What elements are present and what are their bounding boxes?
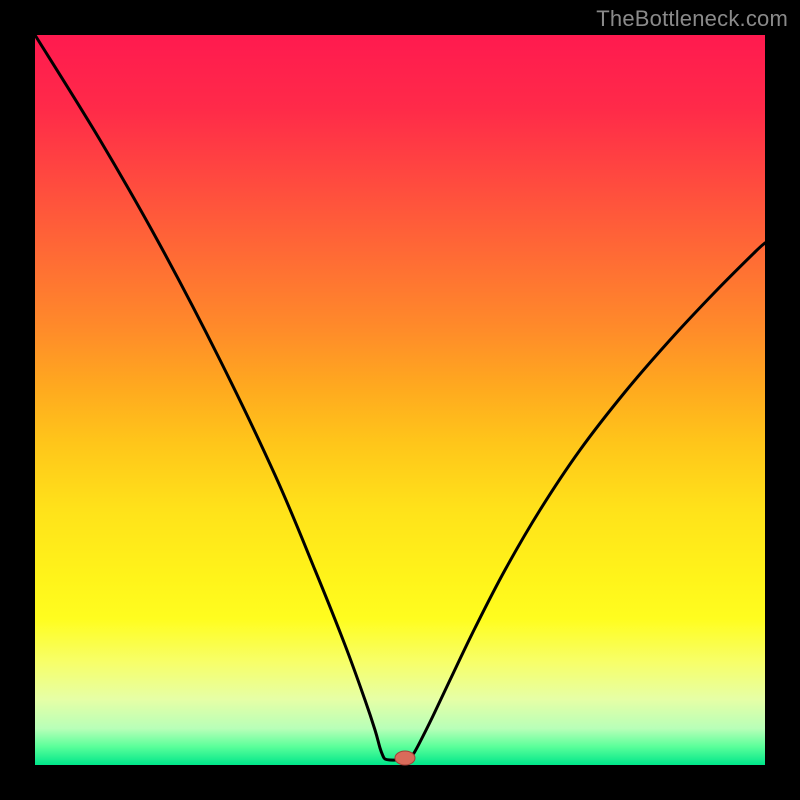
chart-svg [0,0,800,800]
watermark-text: TheBottleneck.com [596,6,788,32]
optimal-point-marker [395,751,415,765]
plot-area [35,35,765,765]
chart-stage: TheBottleneck.com [0,0,800,800]
